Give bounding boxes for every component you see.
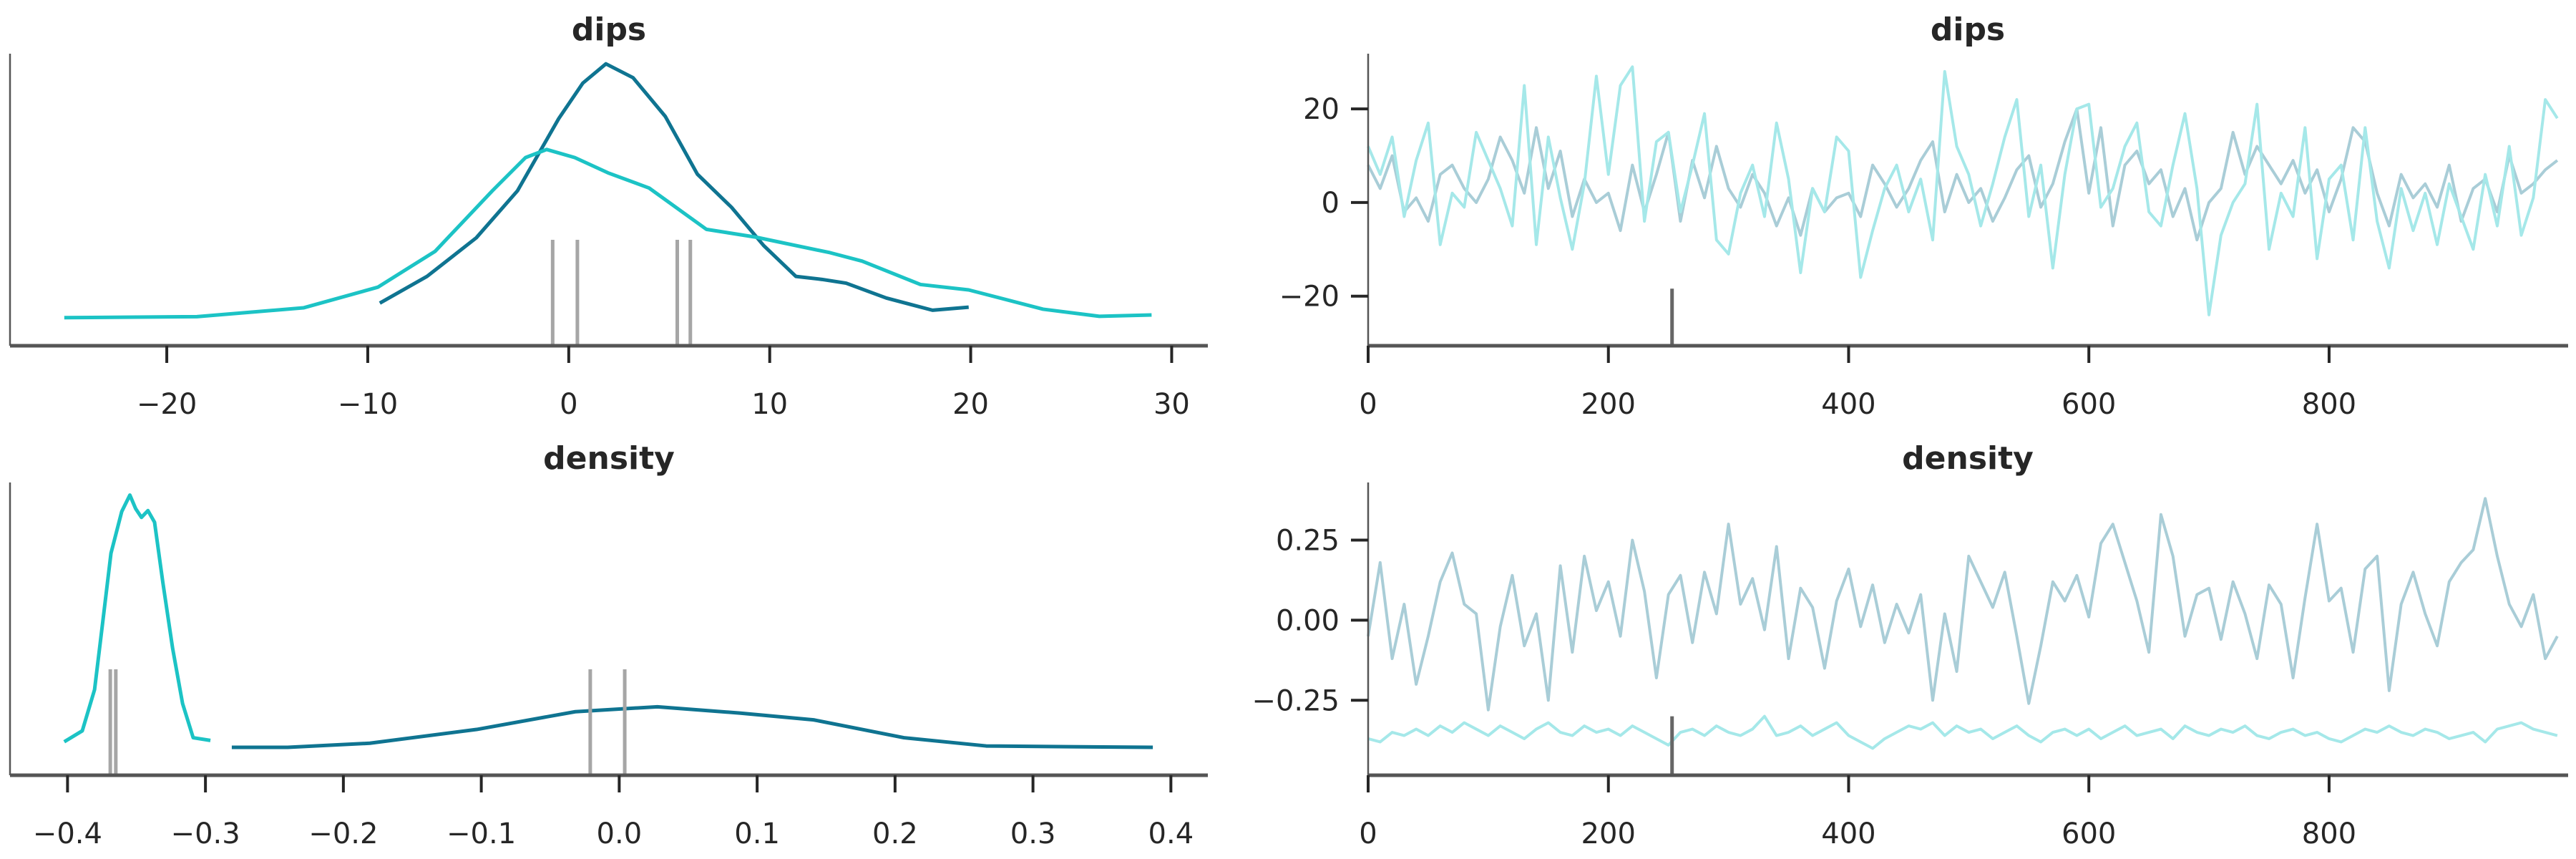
x-tick-label: 200 bbox=[1581, 817, 1636, 850]
trace-line-chain-1 bbox=[1367, 714, 2558, 750]
x-tick-label: 0.0 bbox=[597, 817, 643, 850]
y-tick-label: 0 bbox=[1322, 187, 1340, 220]
x-tick-label: 400 bbox=[1821, 388, 1875, 421]
x-tick-label: 600 bbox=[2062, 388, 2116, 421]
x-tick-label: 200 bbox=[1581, 388, 1636, 421]
title-dips-trace: dips bbox=[1931, 11, 2005, 48]
x-tick-label: 400 bbox=[1821, 817, 1875, 850]
x-tick-label: −0.1 bbox=[447, 817, 516, 850]
y-tick-label: 0.00 bbox=[1276, 604, 1340, 637]
x-tick-label: −20 bbox=[137, 388, 197, 421]
x-tick-label: 800 bbox=[2302, 388, 2356, 421]
kde-line-chain-1 bbox=[231, 704, 1153, 749]
y-tick-label: −0.25 bbox=[1252, 684, 1340, 717]
trace-line-chain-1 bbox=[1367, 65, 2559, 316]
x-tick-label: 10 bbox=[751, 388, 788, 421]
x-tick-label: 800 bbox=[2302, 817, 2356, 850]
kde-line-chain-0 bbox=[379, 62, 969, 312]
x-tick-label: 0 bbox=[1359, 817, 1377, 850]
x-tick-label: −0.2 bbox=[308, 817, 378, 850]
trace-line-chain-0 bbox=[1367, 107, 2559, 242]
x-tick-label: 0 bbox=[1359, 388, 1377, 421]
kde-line-chain-1 bbox=[64, 147, 1152, 320]
title-dips-posterior: dips bbox=[572, 11, 646, 48]
y-tick-label: 20 bbox=[1303, 93, 1340, 126]
x-tick-label: 30 bbox=[1153, 388, 1190, 421]
axes-density-posterior: density −0.4 −0.3 −0.2 −0.1 0.0 0.1 0.2 0.3 0.4 bbox=[9, 440, 1208, 850]
axes-density-trace: density 0 200 400 600 800 −0.25 0.00 0.25 bbox=[1252, 440, 2568, 850]
x-tick-label: 600 bbox=[2062, 817, 2116, 850]
x-tick-label: 0.3 bbox=[1010, 817, 1056, 850]
x-tick-label: 0.4 bbox=[1148, 817, 1194, 850]
axes-dips-posterior: dips −20 −10 0 10 20 30 bbox=[9, 11, 1208, 421]
x-tick-label: 0.2 bbox=[872, 817, 918, 850]
y-tick-label: 0.25 bbox=[1276, 525, 1340, 558]
x-tick-label: −0.4 bbox=[33, 817, 102, 850]
y-tick-label: −20 bbox=[1279, 281, 1340, 314]
x-tick-label: −0.3 bbox=[171, 817, 240, 850]
title-density-posterior: density bbox=[543, 440, 675, 477]
title-density-trace: density bbox=[1902, 440, 2034, 477]
x-tick-label: 0 bbox=[560, 388, 577, 421]
axes-dips-trace: dips 0 200 400 600 800 −20 0 20 bbox=[1279, 11, 2568, 421]
x-tick-label: 20 bbox=[952, 388, 989, 421]
kde-line-chain-0 bbox=[63, 493, 211, 744]
x-tick-label: 0.1 bbox=[734, 817, 780, 850]
trace-line-chain-0 bbox=[1367, 497, 2559, 712]
x-tick-label: −10 bbox=[338, 388, 398, 421]
